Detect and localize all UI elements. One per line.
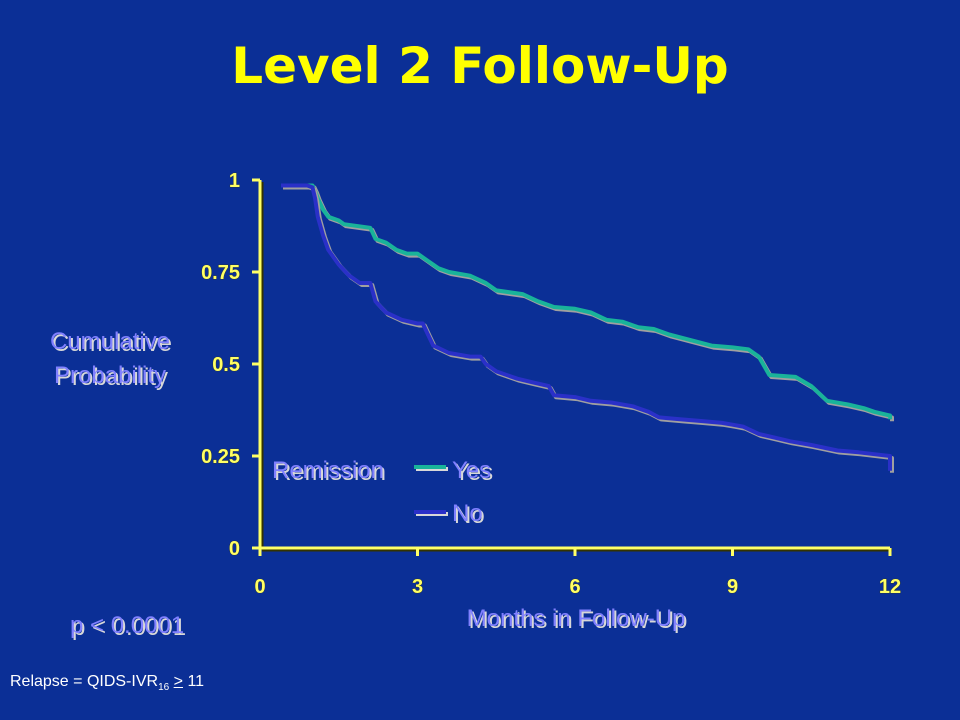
y-axis-label-line2: Probability (54, 362, 166, 389)
x-tick-label: 0 (254, 576, 265, 598)
series-line-no (281, 183, 892, 471)
p-value-shadow: p < 0.0001 (72, 614, 186, 641)
x-tick-label: 6 (569, 576, 580, 598)
series-line-yes (281, 183, 892, 420)
legend-title: Remission (272, 457, 384, 484)
y-axis-label-line2-shadow: Probability (56, 364, 168, 391)
y-tick-label: 0.25 (201, 446, 240, 468)
legend-label-no: No (452, 500, 483, 527)
y-tick-label: 0.75 (201, 262, 240, 284)
y-axis-label: Cumulative Cumulative Probability Probab… (50, 328, 172, 391)
x-axis-label-shadow: Months in Follow-Up (469, 607, 688, 634)
series-line-shadow-yes (283, 185, 894, 422)
legend-label-no-shadow: No (454, 502, 485, 529)
y-tick-label: 1 (229, 170, 240, 192)
p-value-text: p < 0.0001 (70, 612, 184, 639)
chart-ticks: 0 0.25 0.5 0.75 1 0 3 6 9 12 (201, 170, 902, 599)
x-tick-label: 12 (879, 576, 901, 598)
y-tick-label: 0.5 (212, 354, 240, 376)
legend-title-shadow: Remission (274, 459, 386, 486)
chart-axes (258, 180, 892, 552)
x-axis-label-text: Months in Follow-Up (467, 605, 686, 632)
y-axis-label-line1: Cumulative (50, 328, 170, 355)
legend: Remission Remission Yes Yes No No (272, 457, 493, 529)
legend-label-yes: Yes (452, 457, 491, 484)
y-tick-label: 0 (229, 538, 240, 560)
legend-label-yes-shadow: Yes (454, 459, 493, 486)
footnote-subscript: 16 (158, 682, 170, 694)
footnote: Relapse = QIDS-IVR16 > 11 (10, 673, 204, 693)
x-tick-label: 9 (727, 576, 738, 598)
y-axis-label-line1-shadow: Cumulative (52, 330, 172, 357)
footnote-prefix: Relapse = QIDS-IVR (10, 673, 159, 690)
footnote-value: 11 (187, 673, 205, 690)
chart-series (281, 183, 894, 473)
footnote-operator: > (173, 673, 183, 690)
x-axis-label: Months in Follow-Up Months in Follow-Up (467, 605, 688, 634)
p-value: p < 0.0001 p < 0.0001 (70, 612, 186, 641)
x-tick-label: 3 (412, 576, 423, 598)
slide-title: Level 2 Follow-Up (231, 37, 729, 95)
